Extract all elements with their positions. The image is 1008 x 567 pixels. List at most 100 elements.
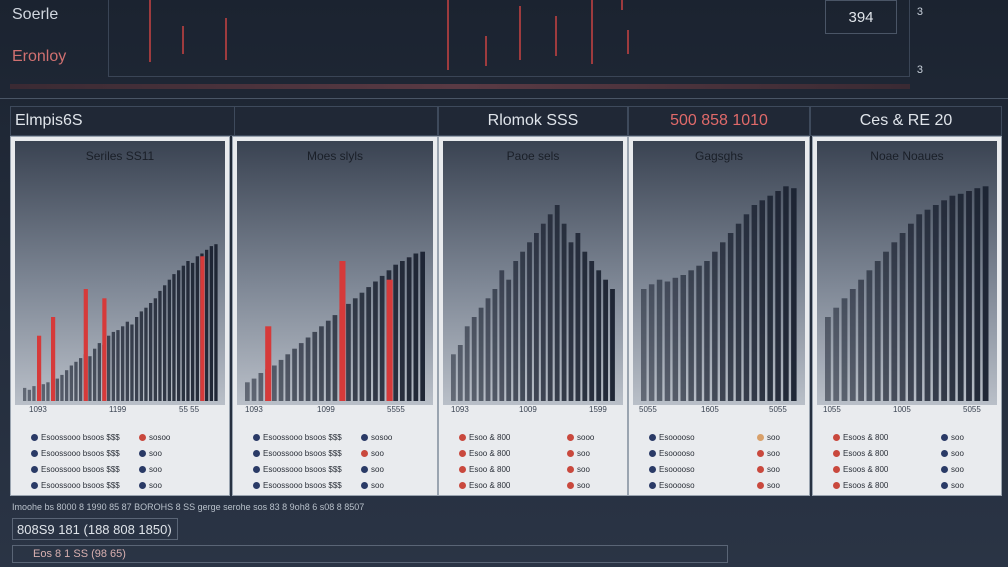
legend-label: Esoossooo bsoos $$$: [263, 464, 342, 474]
bar: [825, 317, 831, 401]
bar: [568, 242, 574, 401]
legend-swatch: [253, 433, 260, 441]
legend-column: sooo soo soo soo: [567, 431, 594, 495]
legend-swatch: [253, 449, 260, 457]
panel-2: Moes slyls 1093 1099 5555 Esoossooo bsoo…: [232, 136, 438, 496]
bar: [499, 270, 505, 401]
legend-item: soo: [941, 447, 964, 459]
legend-item: Esoossooo bsoos $$$: [31, 479, 120, 491]
legend-item: Esoo & 800: [459, 431, 510, 443]
tab-2[interactable]: 500 858 1010: [628, 106, 810, 136]
legend-item: soo: [139, 479, 170, 491]
legend-item: Esoo & 800: [459, 463, 510, 475]
legend-swatch: [459, 481, 466, 489]
legend-item: soo: [567, 463, 594, 475]
bar: [245, 382, 250, 401]
bar: [589, 261, 595, 401]
legend-label: soo: [951, 480, 964, 490]
legend-item: soo: [941, 431, 964, 443]
bar: [941, 200, 947, 401]
legend-swatch: [567, 433, 574, 441]
legend-swatch: [139, 481, 146, 489]
legend-swatch: [31, 465, 38, 473]
tab-1[interactable]: Rlomok SSS: [438, 106, 628, 136]
legend-swatch: [833, 481, 840, 489]
bar: [704, 261, 710, 401]
legend-label: soo: [149, 448, 162, 458]
top-marker-2: 3: [916, 64, 923, 76]
chart-area: Paoe sels: [443, 141, 623, 405]
legend-label: Esoossooo bsoos $$$: [41, 448, 120, 458]
bar: [55, 378, 59, 401]
legend-label: soo: [767, 448, 780, 458]
legend-label: Esoossooo bsoos $$$: [263, 432, 342, 442]
legend-item: sooo: [567, 431, 594, 443]
bar: [966, 191, 972, 401]
bar: [513, 261, 519, 401]
tab-3[interactable]: Ces & RE 20: [810, 106, 1002, 136]
bar: [908, 223, 914, 401]
legend-label: soo: [371, 464, 384, 474]
legend-swatch: [941, 433, 948, 441]
bar: [406, 257, 412, 401]
legend-label: soo: [149, 480, 162, 490]
legend-item: Esoos & 800: [833, 479, 888, 491]
legend-column: sosoo soo soo soo: [361, 431, 392, 495]
chart-area: Moes slyls: [237, 141, 433, 405]
legend-swatch: [253, 481, 260, 489]
legend-swatch: [649, 449, 656, 457]
bar: [696, 265, 702, 401]
legend-label: soo: [767, 480, 780, 490]
top-chart-frame: 394 3 3: [108, 0, 923, 77]
bar: [191, 262, 195, 401]
legend-item: soo: [757, 463, 780, 475]
legend-label: soo: [577, 480, 590, 490]
legend-label: soo: [577, 464, 590, 474]
legend-swatch: [31, 481, 38, 489]
bar: [974, 188, 981, 401]
bar: [46, 382, 50, 401]
bar: [373, 281, 378, 401]
footer-input-box[interactable]: 808S9 181 (188 808 1850): [12, 518, 178, 540]
bar: [60, 374, 64, 401]
bar: [312, 331, 318, 401]
legend-item: Esoossooo bsoos $$$: [253, 447, 342, 459]
legend-swatch: [941, 465, 948, 473]
legend-item: soo: [567, 447, 594, 459]
bar: [181, 265, 185, 401]
legend-column: Esoossooo bsoos $$$ Esoossooo bsoos $$$ Es…: [253, 431, 342, 495]
x-tick-label: 55 55: [179, 405, 200, 414]
top-spike-chart: [149, 0, 629, 70]
legend-label: soo: [577, 448, 590, 458]
bar-highlight: [102, 298, 107, 401]
legend-item: Esoossooo bsoos $$$: [31, 447, 120, 459]
bar-chart-svg: [825, 186, 989, 401]
bar: [680, 275, 686, 401]
footer-progress-bar[interactable]: Eos 8 1 SS (98 65): [12, 545, 728, 563]
legend-swatch: [361, 449, 368, 457]
bar: [712, 251, 718, 401]
legend-item: Esoossooo bsoos $$$: [31, 431, 120, 443]
legend-swatch: [649, 481, 656, 489]
bar-highlight: [51, 317, 56, 401]
legend-label: Esoossooo bsoos $$$: [41, 432, 120, 442]
legend-label: Esoossooo bsoos $$$: [41, 480, 120, 490]
bar: [924, 209, 931, 401]
legend-swatch: [833, 449, 840, 457]
legend-label: Esooooso: [659, 464, 695, 474]
bar: [471, 317, 477, 401]
bar: [743, 214, 750, 401]
legend-label: soo: [371, 448, 384, 458]
tab-empty[interactable]: [234, 106, 438, 136]
bar: [74, 361, 78, 401]
legend-swatch: [31, 433, 38, 441]
bar: [319, 326, 324, 401]
bar: [332, 315, 338, 401]
bar: [603, 279, 608, 401]
bar: [121, 326, 125, 401]
bar: [359, 292, 365, 401]
app-subtitle: Eronloy: [12, 48, 67, 65]
bar: [540, 223, 546, 401]
legend-item: soo: [941, 479, 964, 491]
bar: [107, 335, 111, 401]
